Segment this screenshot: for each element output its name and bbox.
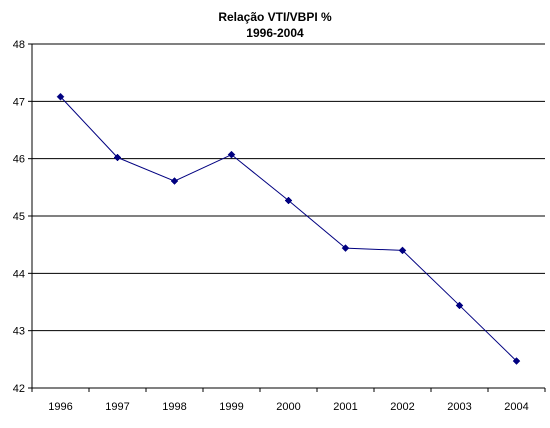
data-point bbox=[455, 301, 464, 310]
x-tick-label: 2002 bbox=[390, 401, 414, 413]
y-tick-label: 42 bbox=[13, 383, 25, 395]
y-tick-label: 43 bbox=[13, 326, 25, 338]
y-tick-label: 44 bbox=[13, 268, 25, 280]
data-point bbox=[398, 246, 407, 255]
data-point bbox=[341, 244, 350, 252]
data-point bbox=[227, 150, 236, 159]
chart-title: Relação VTI/VBPI % bbox=[218, 10, 332, 24]
x-tick-labels: 1996 1997 1998 1999 2000 2001 2002 2003 2004 bbox=[48, 401, 528, 413]
x-tick-label: 1998 bbox=[162, 401, 186, 413]
x-tick-label: 1999 bbox=[219, 401, 243, 413]
data-point bbox=[512, 357, 521, 365]
data-series bbox=[56, 92, 521, 365]
chart-subtitle: 1996-2004 bbox=[246, 26, 304, 40]
x-tick-label: 1996 bbox=[48, 401, 72, 413]
y-tick-label: 46 bbox=[13, 154, 25, 166]
data-point bbox=[284, 196, 293, 205]
x-tick-label: 2001 bbox=[333, 401, 357, 413]
gridlines bbox=[32, 43, 545, 332]
axes bbox=[28, 43, 546, 392]
data-point bbox=[113, 153, 122, 162]
y-tick-label: 45 bbox=[13, 211, 25, 223]
y-tick-labels: 42 43 44 45 46 47 48 bbox=[13, 39, 25, 395]
x-tick-label: 1997 bbox=[105, 401, 129, 413]
series-line bbox=[60, 96, 517, 362]
y-tick-label: 47 bbox=[13, 96, 25, 108]
x-tick-label: 2000 bbox=[276, 401, 300, 413]
x-tick-label: 2004 bbox=[504, 401, 528, 413]
data-point bbox=[56, 92, 65, 101]
data-point bbox=[170, 177, 179, 185]
x-tick-label: 2003 bbox=[447, 401, 471, 413]
y-tick-label: 48 bbox=[13, 39, 25, 51]
